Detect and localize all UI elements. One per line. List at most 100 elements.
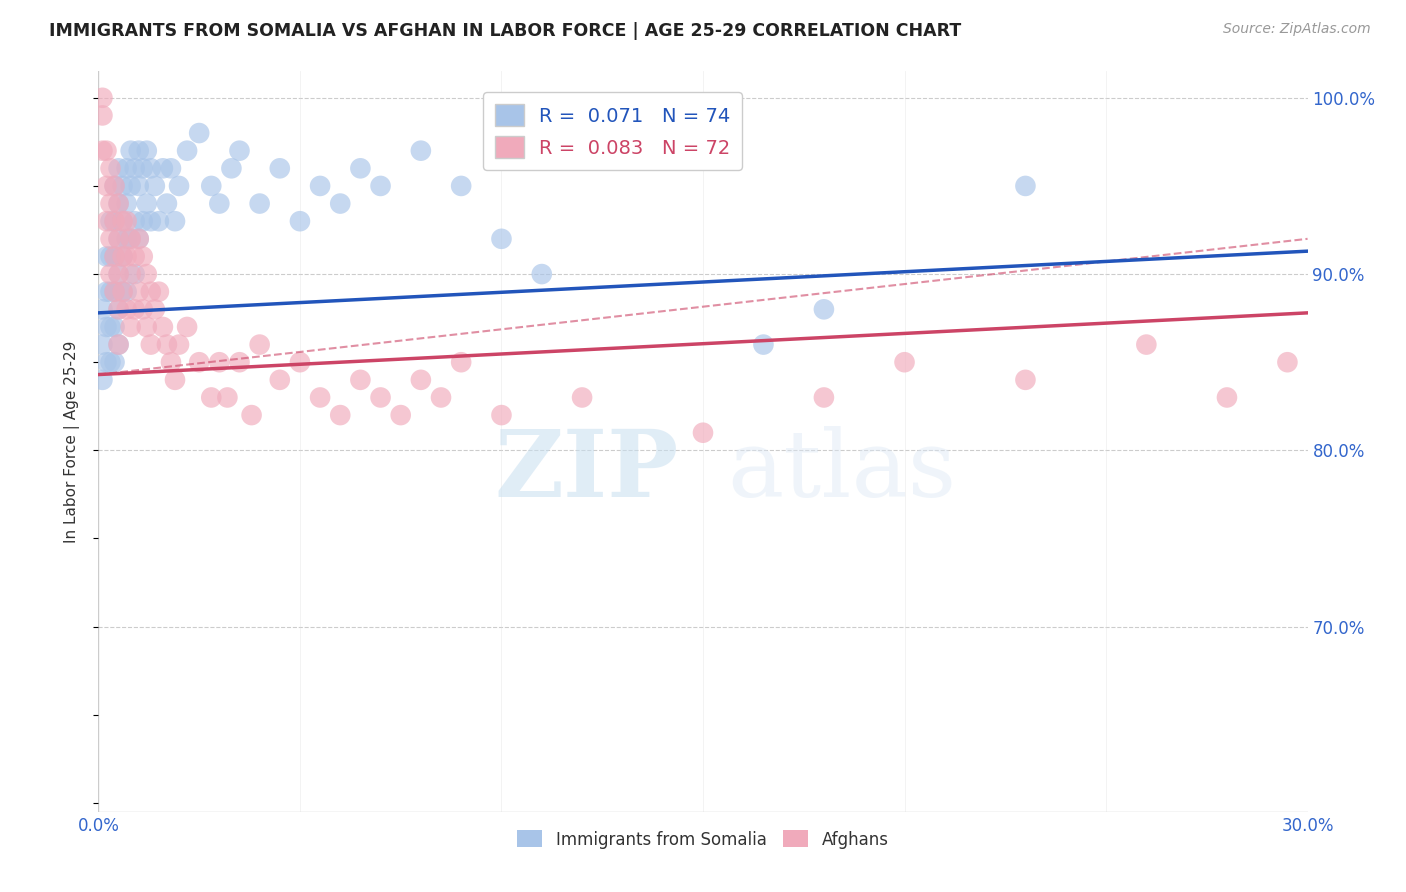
Point: [107, 196, 129, 211]
Point: [370, 178, 392, 193]
Text: Source: ZipAtlas.com: Source: ZipAtlas.com: [1223, 22, 1371, 37]
Point: [139, 214, 162, 228]
Point: [111, 285, 134, 299]
Point: [208, 355, 231, 369]
Point: [156, 196, 179, 211]
Legend: Immigrants from Somalia, Afghans: Immigrants from Somalia, Afghans: [510, 823, 896, 855]
Point: [107, 337, 129, 351]
Point: [1135, 337, 1157, 351]
Point: [249, 196, 271, 211]
Point: [143, 302, 166, 317]
Point: [120, 232, 142, 246]
Text: ZIP: ZIP: [495, 426, 679, 516]
Point: [309, 391, 332, 405]
Point: [128, 178, 150, 193]
Point: [107, 337, 129, 351]
Point: [111, 178, 134, 193]
Point: [139, 337, 162, 351]
Point: [96, 355, 118, 369]
Point: [813, 302, 835, 317]
Point: [217, 391, 239, 405]
Point: [107, 161, 129, 176]
Point: [120, 178, 142, 193]
Point: [103, 320, 125, 334]
Point: [103, 178, 125, 193]
Point: [124, 267, 146, 281]
Point: [228, 144, 250, 158]
Point: [100, 320, 122, 334]
Point: [100, 196, 122, 211]
Point: [152, 161, 174, 176]
Point: [96, 249, 118, 263]
Point: [135, 144, 157, 158]
Point: [188, 126, 211, 140]
Point: [1014, 178, 1036, 193]
Point: [389, 408, 412, 422]
Point: [409, 144, 432, 158]
Point: [115, 302, 138, 317]
Point: [107, 267, 129, 281]
Point: [163, 373, 186, 387]
Point: [120, 232, 142, 246]
Point: [103, 214, 125, 228]
Point: [167, 178, 190, 193]
Point: [100, 214, 122, 228]
Point: [115, 196, 138, 211]
Point: [111, 214, 134, 228]
Point: [349, 161, 371, 176]
Point: [288, 214, 311, 228]
Point: [167, 337, 190, 351]
Y-axis label: In Labor Force | Age 25-29: In Labor Force | Age 25-29: [63, 341, 80, 542]
Point: [160, 161, 183, 176]
Point: [152, 320, 174, 334]
Point: [135, 320, 157, 334]
Point: [249, 337, 271, 351]
Point: [96, 320, 118, 334]
Point: [100, 232, 122, 246]
Point: [115, 214, 138, 228]
Point: [269, 161, 291, 176]
Point: [370, 391, 392, 405]
Point: [107, 232, 129, 246]
Point: [103, 249, 125, 263]
Point: [120, 267, 142, 281]
Point: [269, 373, 291, 387]
Point: [103, 285, 125, 299]
Point: [111, 249, 134, 263]
Point: [107, 232, 129, 246]
Point: [100, 161, 122, 176]
Point: [139, 161, 162, 176]
Point: [160, 355, 183, 369]
Point: [91, 91, 114, 105]
Point: [100, 285, 122, 299]
Point: [115, 285, 138, 299]
Point: [132, 249, 155, 263]
Point: [228, 355, 250, 369]
Point: [530, 267, 553, 281]
Point: [491, 408, 513, 422]
Point: [124, 249, 146, 263]
Point: [143, 178, 166, 193]
Point: [124, 161, 146, 176]
Point: [349, 373, 371, 387]
Point: [176, 144, 198, 158]
Point: [1014, 373, 1036, 387]
Point: [100, 267, 122, 281]
Point: [128, 144, 150, 158]
Point: [132, 214, 155, 228]
Point: [128, 232, 150, 246]
Point: [813, 391, 835, 405]
Point: [200, 391, 222, 405]
Point: [148, 285, 170, 299]
Point: [329, 408, 352, 422]
Point: [115, 249, 138, 263]
Point: [103, 178, 125, 193]
Point: [163, 214, 186, 228]
Point: [135, 196, 157, 211]
Point: [188, 355, 211, 369]
Point: [450, 178, 472, 193]
Point: [115, 161, 138, 176]
Point: [107, 302, 129, 317]
Point: [100, 355, 122, 369]
Point: [221, 161, 243, 176]
